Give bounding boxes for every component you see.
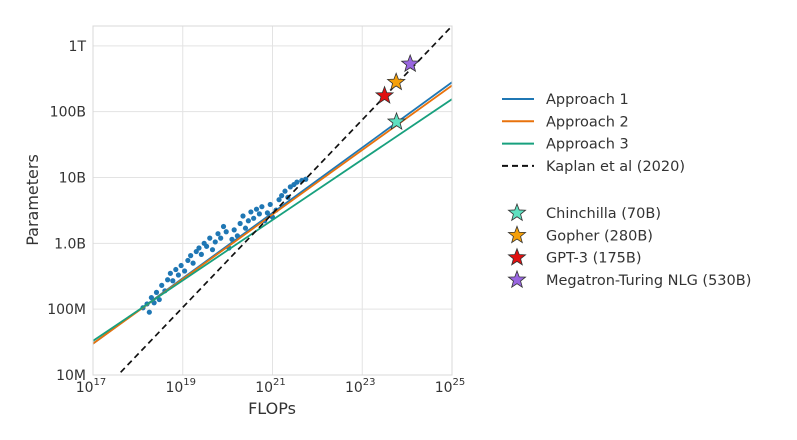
scatter-point: [182, 268, 188, 274]
legend-star-swatch: [507, 202, 527, 222]
scatter-point: [156, 296, 162, 303]
x-tick-label: 1023: [345, 377, 376, 396]
scatter-point: [209, 247, 216, 253]
star-marker: [374, 85, 395, 104]
legend-star-swatch: [507, 269, 527, 289]
y-tick-label: 100M: [47, 302, 86, 318]
scatter-point: [294, 179, 300, 185]
scatter-point: [165, 277, 171, 283]
x-tick-base: 10: [435, 380, 453, 396]
x-tick-label: 1021: [255, 377, 286, 396]
scatter-point: [256, 211, 262, 217]
scatter-point: [159, 282, 165, 288]
legend-label: Chinchilla (70B): [546, 206, 661, 222]
x-tick-base: 10: [76, 380, 94, 396]
grid-lines: [92, 26, 453, 376]
x-tick-exponent: 21: [273, 377, 286, 388]
x-tick-base: 10: [165, 380, 183, 396]
legend-label: Megatron-Turing NLG (530B): [546, 273, 751, 289]
star-marker: [386, 72, 406, 91]
x-axis-title: FLOPs: [248, 399, 296, 418]
scatter-point: [207, 235, 213, 241]
scatter-point: [231, 227, 237, 233]
scatter-point: [245, 218, 251, 224]
scatter-point: [188, 253, 194, 259]
y-tick-label: 10B: [59, 170, 86, 186]
scatter-point: [167, 270, 173, 276]
scatter-point: [223, 229, 229, 235]
legend-label: Approach 1: [546, 92, 629, 108]
scatter-point: [148, 294, 154, 301]
legend-label: Gopher (280B): [546, 228, 653, 244]
star-marker: [386, 111, 407, 131]
scatter-point: [220, 223, 227, 230]
scatter-point: [276, 197, 282, 203]
scatter-point: [242, 225, 249, 231]
x-tick-exponent: 19: [183, 377, 196, 388]
x-tick-exponent: 23: [363, 377, 376, 388]
scatter-point: [170, 278, 176, 284]
scatter-point: [212, 239, 218, 245]
x-tick-labels: 1017 1019 1021 1023 1025: [76, 377, 466, 396]
scatter-point: [196, 245, 202, 251]
scatter-point: [237, 220, 243, 227]
x-tick-base: 10: [255, 380, 273, 396]
scatter-point: [185, 257, 191, 264]
scatter-point: [175, 272, 182, 278]
scatter-point: [193, 248, 199, 255]
scatter-point: [282, 188, 288, 194]
scatter-point: [251, 215, 257, 221]
scatter-point: [153, 289, 160, 295]
y-tick-label: 100B: [50, 105, 86, 121]
model-markers: [374, 53, 420, 131]
scatter-point: [173, 266, 179, 273]
x-tick-base: 10: [345, 380, 363, 396]
series-line: [93, 98, 452, 342]
legend-label: Kaplan et al (2020): [546, 159, 685, 175]
y-axis-title: Parameters: [23, 154, 42, 246]
scatter-point: [198, 251, 204, 257]
x-tick-label: 1017: [76, 377, 107, 396]
scatter-point: [253, 206, 260, 212]
x-tick-label: 1019: [165, 377, 196, 396]
scatter-point: [178, 262, 184, 269]
scatter-point: [264, 210, 271, 216]
scatter-point: [218, 235, 224, 241]
scatter-point: [204, 243, 210, 249]
x-tick-label: 1025: [435, 377, 466, 396]
scatter-point: [259, 204, 265, 210]
x-tick-exponent: 17: [94, 377, 107, 388]
star-marker: [400, 53, 420, 73]
scatter-point: [240, 213, 246, 219]
plot-frame: [92, 25, 453, 376]
scatter-point: [248, 209, 254, 215]
legend-label: GPT-3 (175B): [546, 251, 642, 267]
y-tick-label: 1T: [69, 39, 87, 55]
legend-label: Approach 2: [546, 114, 629, 130]
scatter-point: [190, 260, 196, 266]
legend-star-swatch: [507, 225, 527, 244]
y-tick-label: 1.0B: [54, 236, 86, 252]
legend: Approach 1 Approach 2 Approach 3 Kaplan et …: [502, 92, 751, 289]
scatter-point: [267, 201, 273, 208]
scatter-point: [215, 231, 221, 237]
legend-label: Approach 3: [546, 137, 629, 153]
scatter-point: [279, 193, 285, 199]
y-tick-label: 10M: [56, 368, 86, 384]
y-tick-labels: 10M 100M 1.0B 10B 100B 1T: [47, 39, 86, 384]
scatter-point: [146, 309, 152, 315]
x-tick-exponent: 25: [453, 377, 466, 388]
legend-star-swatch: [507, 247, 527, 266]
